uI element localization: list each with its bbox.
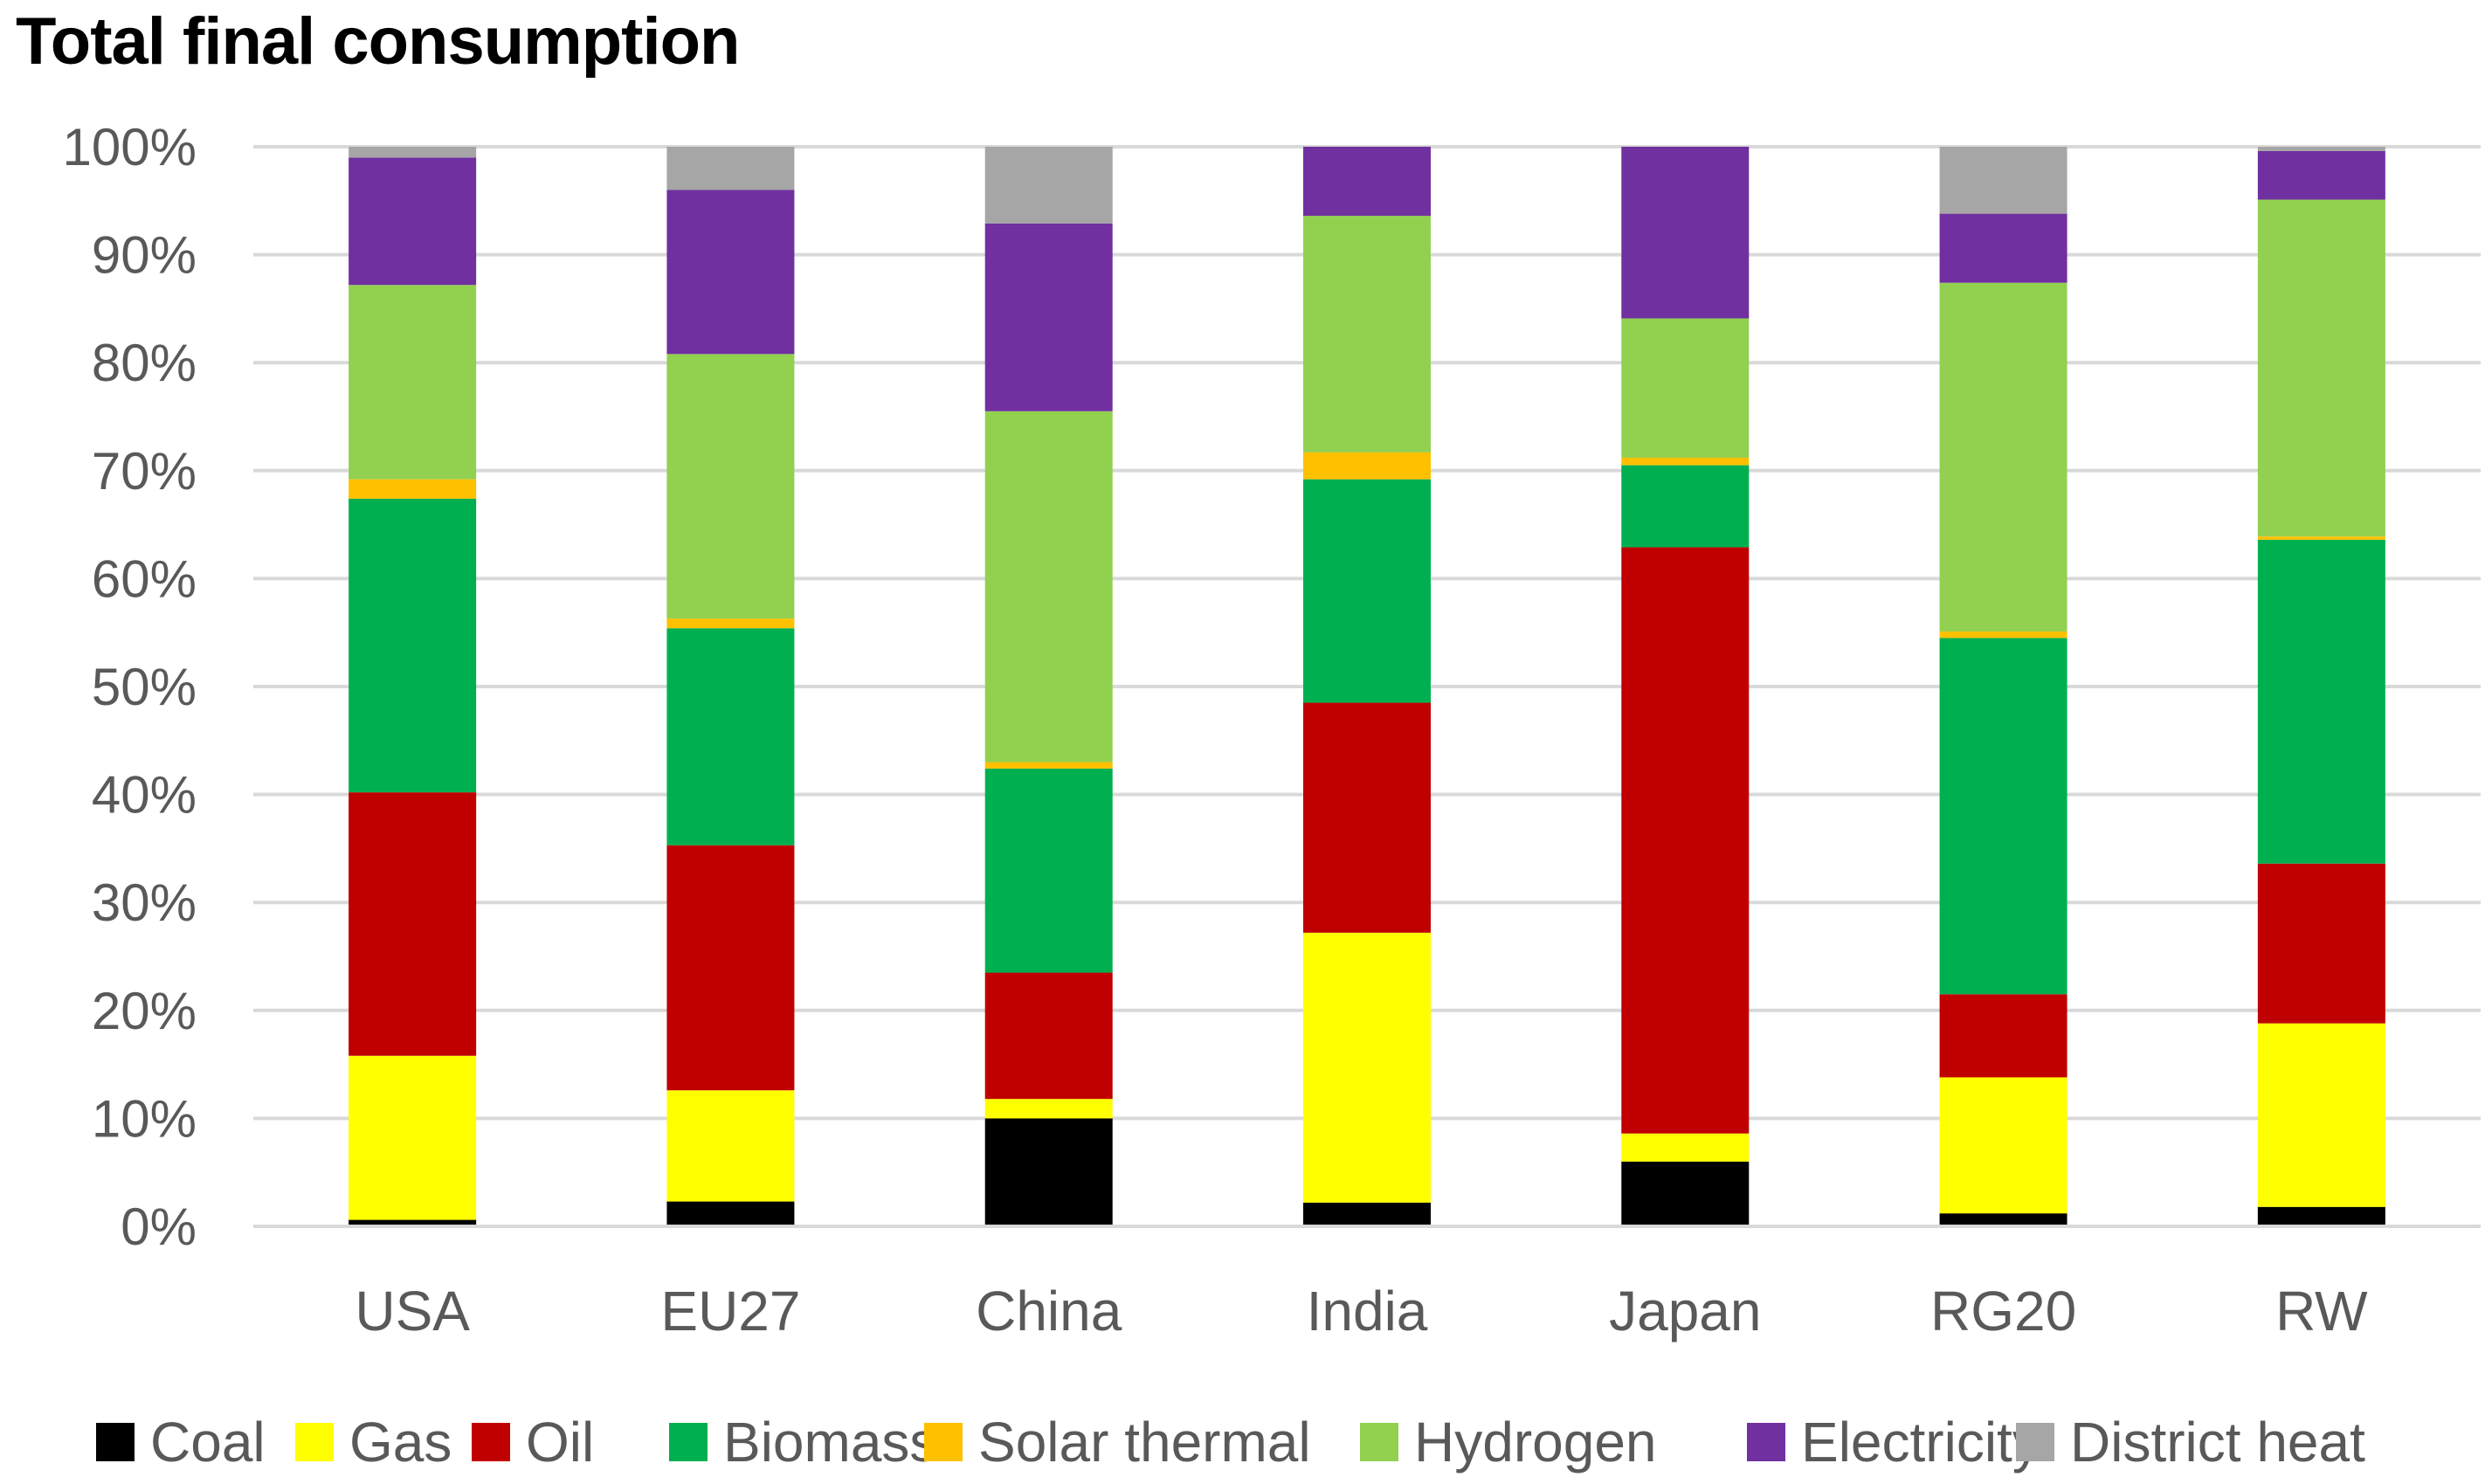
bar-segment-japan-coal [1621, 1161, 1750, 1226]
bar-segment-usa-oil [349, 792, 477, 1056]
x-category-label: China [976, 1280, 1122, 1343]
legend-label: Solar thermal [978, 1411, 1311, 1474]
chart-title: Total final consumption [16, 4, 740, 79]
legend-label: Coal [150, 1411, 266, 1474]
bar-segment-rw-gas [2257, 1023, 2385, 1207]
bar-segment-rg20-coal [1939, 1213, 2067, 1226]
bar-segment-rg20-district-heat [1939, 147, 2067, 214]
y-tick-label: 90% [92, 226, 197, 285]
x-category-label: RW [2275, 1280, 2368, 1343]
bar-segment-rg20-hydrogen [1939, 282, 2067, 632]
bar-segment-usa-district-heat [349, 147, 477, 158]
bar-segment-india-biomass [1303, 479, 1431, 703]
bar-segment-rw-district-heat [2257, 147, 2385, 151]
y-tick-label: 100% [63, 118, 197, 176]
bar-segment-japan-biomass [1621, 465, 1750, 548]
bar-segment-japan-solar-thermal [1621, 457, 1750, 466]
legend-swatch-oil [472, 1423, 510, 1461]
bar-segment-india-coal [1303, 1202, 1431, 1226]
x-category-label: EU27 [660, 1280, 800, 1343]
bar-segment-eu27-coal [666, 1201, 795, 1226]
bar-segment-japan-electricity [1621, 147, 1750, 319]
y-tick-label: 30% [92, 873, 197, 932]
bar-segment-rw-oil [2257, 863, 2385, 1024]
bar-segment-china-electricity [984, 223, 1113, 411]
bar-segment-india-solar-thermal [1303, 452, 1431, 480]
bar-segment-rg20-oil [1939, 994, 2067, 1078]
bar-segment-usa-solar-thermal [349, 479, 477, 499]
y-axis-tick-labels: 0% 10% 20% 30% 40% 50% 60% 70% 80% 90% 100% [63, 118, 197, 1256]
bar-segment-china-district-heat [984, 147, 1113, 224]
y-tick-label: 0% [121, 1198, 197, 1256]
bar-segment-eu27-gas [666, 1090, 795, 1202]
bar-segment-eu27-electricity [666, 190, 795, 355]
legend-swatch-hydrogen [1360, 1423, 1398, 1461]
bar-segment-rw-solar-thermal [2257, 536, 2385, 540]
bar-segment-eu27-solar-thermal [666, 618, 795, 629]
bar-segment-rw-biomass [2257, 539, 2385, 864]
legend-swatch-gas [295, 1423, 334, 1461]
bar-segment-rw-electricity [2257, 150, 2385, 200]
bar-segment-eu27-oil [666, 845, 795, 1091]
bar-segment-rw-hydrogen [2257, 199, 2385, 537]
bar-segment-india-oil [1303, 702, 1431, 933]
legend-label: Hydrogen [1414, 1411, 1657, 1474]
bar-segment-rg20-biomass [1939, 638, 2067, 995]
bar-segment-rg20-gas [1939, 1077, 2067, 1214]
bar-segment-china-oil [984, 972, 1113, 1100]
x-axis-category-labels: USA EU27 China India Japan RG20 RW [355, 1280, 2368, 1343]
legend-swatch-district-heat [2016, 1423, 2054, 1461]
bar-segment-india-gas [1303, 932, 1431, 1203]
bar-segment-india-hydrogen [1303, 216, 1431, 452]
bar-segment-eu27-biomass [666, 628, 795, 846]
legend-swatch-biomass [669, 1423, 708, 1461]
bar-segment-china-gas [984, 1099, 1113, 1119]
bars [349, 147, 2385, 1226]
bar-segment-usa-biomass [349, 498, 477, 793]
bar-segment-china-solar-thermal [984, 762, 1113, 769]
y-tick-label: 40% [92, 766, 197, 825]
legend: Coal Gas Oil Biomass Solar thermal Hydrogen El… [96, 1411, 2365, 1474]
y-tick-label: 10% [92, 1089, 197, 1148]
bar-segment-japan-gas [1621, 1133, 1750, 1162]
y-tick-label: 60% [92, 549, 197, 608]
bar-segment-rg20-electricity [1939, 213, 2067, 283]
bar-segment-china-biomass [984, 768, 1113, 973]
legend-label: Oil [526, 1411, 594, 1474]
x-category-label: USA [355, 1280, 470, 1343]
legend-label: Gas [349, 1411, 452, 1474]
bar-segment-usa-electricity [349, 157, 477, 286]
x-category-label: Japan [1609, 1280, 1761, 1343]
y-tick-label: 20% [92, 982, 197, 1040]
y-tick-label: 80% [92, 334, 197, 392]
bar-segment-japan-hydrogen [1621, 318, 1750, 458]
legend-label: District heat [2070, 1411, 2365, 1474]
bar-segment-eu27-district-heat [666, 147, 795, 190]
bar-segment-rg20-solar-thermal [1939, 631, 2067, 638]
bar-segment-eu27-hydrogen [666, 354, 795, 619]
bar-segment-usa-hydrogen [349, 285, 477, 480]
bar-segment-japan-oil [1621, 547, 1750, 1134]
x-category-label: RG20 [1930, 1280, 2076, 1343]
legend-label: Biomass [723, 1411, 937, 1474]
bar-segment-china-hydrogen [984, 411, 1113, 763]
y-tick-label: 70% [92, 442, 197, 500]
y-tick-label: 50% [92, 658, 197, 716]
bar-segment-india-electricity [1303, 147, 1431, 217]
legend-swatch-coal [96, 1423, 135, 1461]
bar-segment-china-coal [984, 1118, 1113, 1226]
legend-swatch-electricity [1747, 1423, 1785, 1461]
bar-segment-rw-coal [2257, 1206, 2385, 1226]
legend-swatch-solar-thermal [924, 1423, 963, 1461]
legend-label: Electricity [1801, 1411, 2040, 1474]
x-category-label: India [1307, 1280, 1428, 1343]
bar-segment-usa-coal [349, 1219, 477, 1226]
bar-segment-usa-gas [349, 1055, 477, 1220]
